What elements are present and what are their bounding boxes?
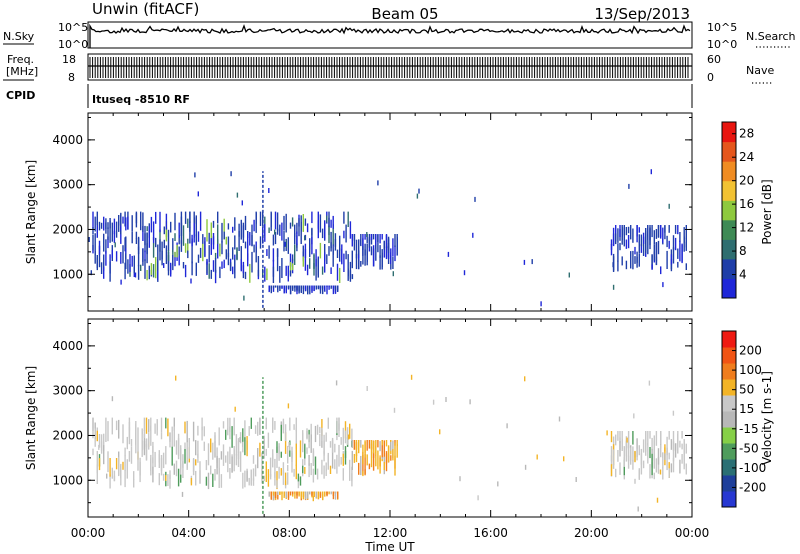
date-title: 13/Sep/2013	[594, 5, 690, 23]
colorbar-segment	[722, 180, 736, 201]
colorbar-tick: 100	[739, 363, 762, 377]
colorbar-tick: 24	[739, 150, 754, 164]
velocity-panel: 1000 2000 3000 4000 Slant Range [km] 200 100…	[24, 318, 774, 518]
colorbar-segment	[722, 161, 736, 182]
time-axis: 00:00 04:00 08:00 12:00 16:00 20:00 00:00	[71, 526, 710, 540]
colorbar-tick: -100	[739, 461, 766, 475]
xtick-label: 04:00	[171, 526, 206, 540]
freq-tick-top: 18	[62, 53, 76, 66]
xtick-label: 00:00	[675, 526, 710, 540]
sky-tick-top: 10^5	[58, 21, 88, 34]
colorbar-segment	[722, 239, 736, 260]
colorbar-segment	[722, 363, 736, 380]
colorbar-segment	[722, 331, 736, 348]
ytick-label: 4000	[52, 339, 83, 353]
nave-tick-top: 60	[707, 53, 721, 66]
power-colorbar: 4 8 12 16 20 24 28	[721, 121, 754, 299]
ytick-label: 2000	[52, 222, 83, 236]
colorbar-segment	[722, 258, 736, 279]
nsearch-label: N.Search	[746, 30, 796, 43]
xtick-label: 00:00	[71, 526, 106, 540]
colorbar-tick: -15	[739, 422, 759, 436]
cpid-label: CPID	[6, 89, 35, 102]
velocity-echoes	[92, 374, 687, 514]
sky-search-panel: N.Sky 10^5 10^0 10^5 10^0 N.Search	[3, 21, 796, 51]
colorbar-segment	[722, 395, 736, 412]
station-title: Unwin (fitACF)	[92, 0, 199, 18]
colorbar-tick: -200	[739, 480, 766, 494]
colorbar-segment	[722, 141, 736, 162]
velocity-axes: 1000 2000 3000 4000	[52, 319, 693, 517]
colorbar-segment	[722, 427, 736, 444]
xtick-label: 20:00	[574, 526, 609, 540]
power-ylabel: Slant Range [km]	[24, 160, 38, 264]
colorbar-segment	[722, 278, 736, 299]
search-tick-top: 10^5	[707, 21, 737, 34]
power-echoes	[88, 169, 687, 308]
xtick-label: 08:00	[272, 526, 307, 540]
colorbar-tick: -50	[739, 441, 759, 455]
power-axes: 1000 2000 3000 4000	[52, 113, 693, 311]
xtick-label: 16:00	[473, 526, 508, 540]
colorbar-tick: 12	[739, 221, 754, 235]
colorbar-tick: 15	[739, 402, 754, 416]
colorbar-segment	[722, 347, 736, 364]
colorbar-segment	[722, 475, 736, 492]
ytick-label: 4000	[52, 133, 83, 147]
freq-label: Freq.	[7, 53, 34, 66]
colorbar-tick: 4	[739, 268, 747, 282]
cpid-value: Ituseq -8510 RF	[92, 93, 190, 106]
xtick-label: 12:00	[373, 526, 408, 540]
time-axis-label: Time UT	[364, 540, 415, 554]
ytick-label: 2000	[52, 428, 83, 442]
cpid-row: CPID Ituseq -8510 RF	[6, 84, 693, 108]
velocity-colorbar-label: Velocity [m s-1]	[760, 371, 774, 465]
colorbar-tick: 20	[739, 174, 754, 188]
colorbar-tick: 8	[739, 244, 747, 258]
ytick-label: 1000	[52, 267, 83, 281]
colorbar-segment	[722, 122, 736, 143]
colorbar-segment	[722, 443, 736, 460]
sky-noise-trace	[89, 23, 691, 48]
frequency-trace	[88, 57, 692, 78]
nave-tick-bottom: 0	[707, 71, 714, 84]
colorbar-tick: 28	[739, 127, 754, 141]
colorbar-segment	[722, 379, 736, 396]
colorbar-segment	[722, 411, 736, 428]
search-tick-bottom: 10^0	[707, 38, 737, 51]
power-panel: 1000 2000 3000 4000 Slant Range [km] 4 8 12 16…	[24, 112, 774, 312]
colorbar-segment	[722, 491, 736, 508]
freq-tick-bottom: 8	[68, 71, 75, 84]
ytick-label: 3000	[52, 384, 83, 398]
colorbar-segment	[722, 459, 736, 476]
colorbar-tick: 200	[739, 344, 762, 358]
nave-label: Nave	[746, 64, 774, 77]
freq-unit-label: [MHz]	[6, 65, 38, 78]
nsky-label: N.Sky	[3, 30, 35, 43]
colorbar-tick: 50	[739, 383, 754, 397]
freq-nave-panel: Freq. [MHz] 18 8 60 0 Nave	[3, 53, 774, 84]
colorbar-tick: 16	[739, 197, 754, 211]
colorbar-segment	[722, 200, 736, 221]
beam-title: Beam 05	[371, 5, 438, 23]
velocity-colorbar: 200 100 50 15 -15 -50 -100 -200	[721, 330, 766, 508]
colorbar-segment	[722, 219, 736, 240]
ytick-label: 1000	[52, 473, 83, 487]
ytick-label: 3000	[52, 178, 83, 192]
sky-tick-bottom: 10^0	[58, 38, 88, 51]
power-colorbar-label: Power [dB]	[760, 179, 774, 244]
velocity-ylabel: Slant Range [km]	[24, 366, 38, 470]
